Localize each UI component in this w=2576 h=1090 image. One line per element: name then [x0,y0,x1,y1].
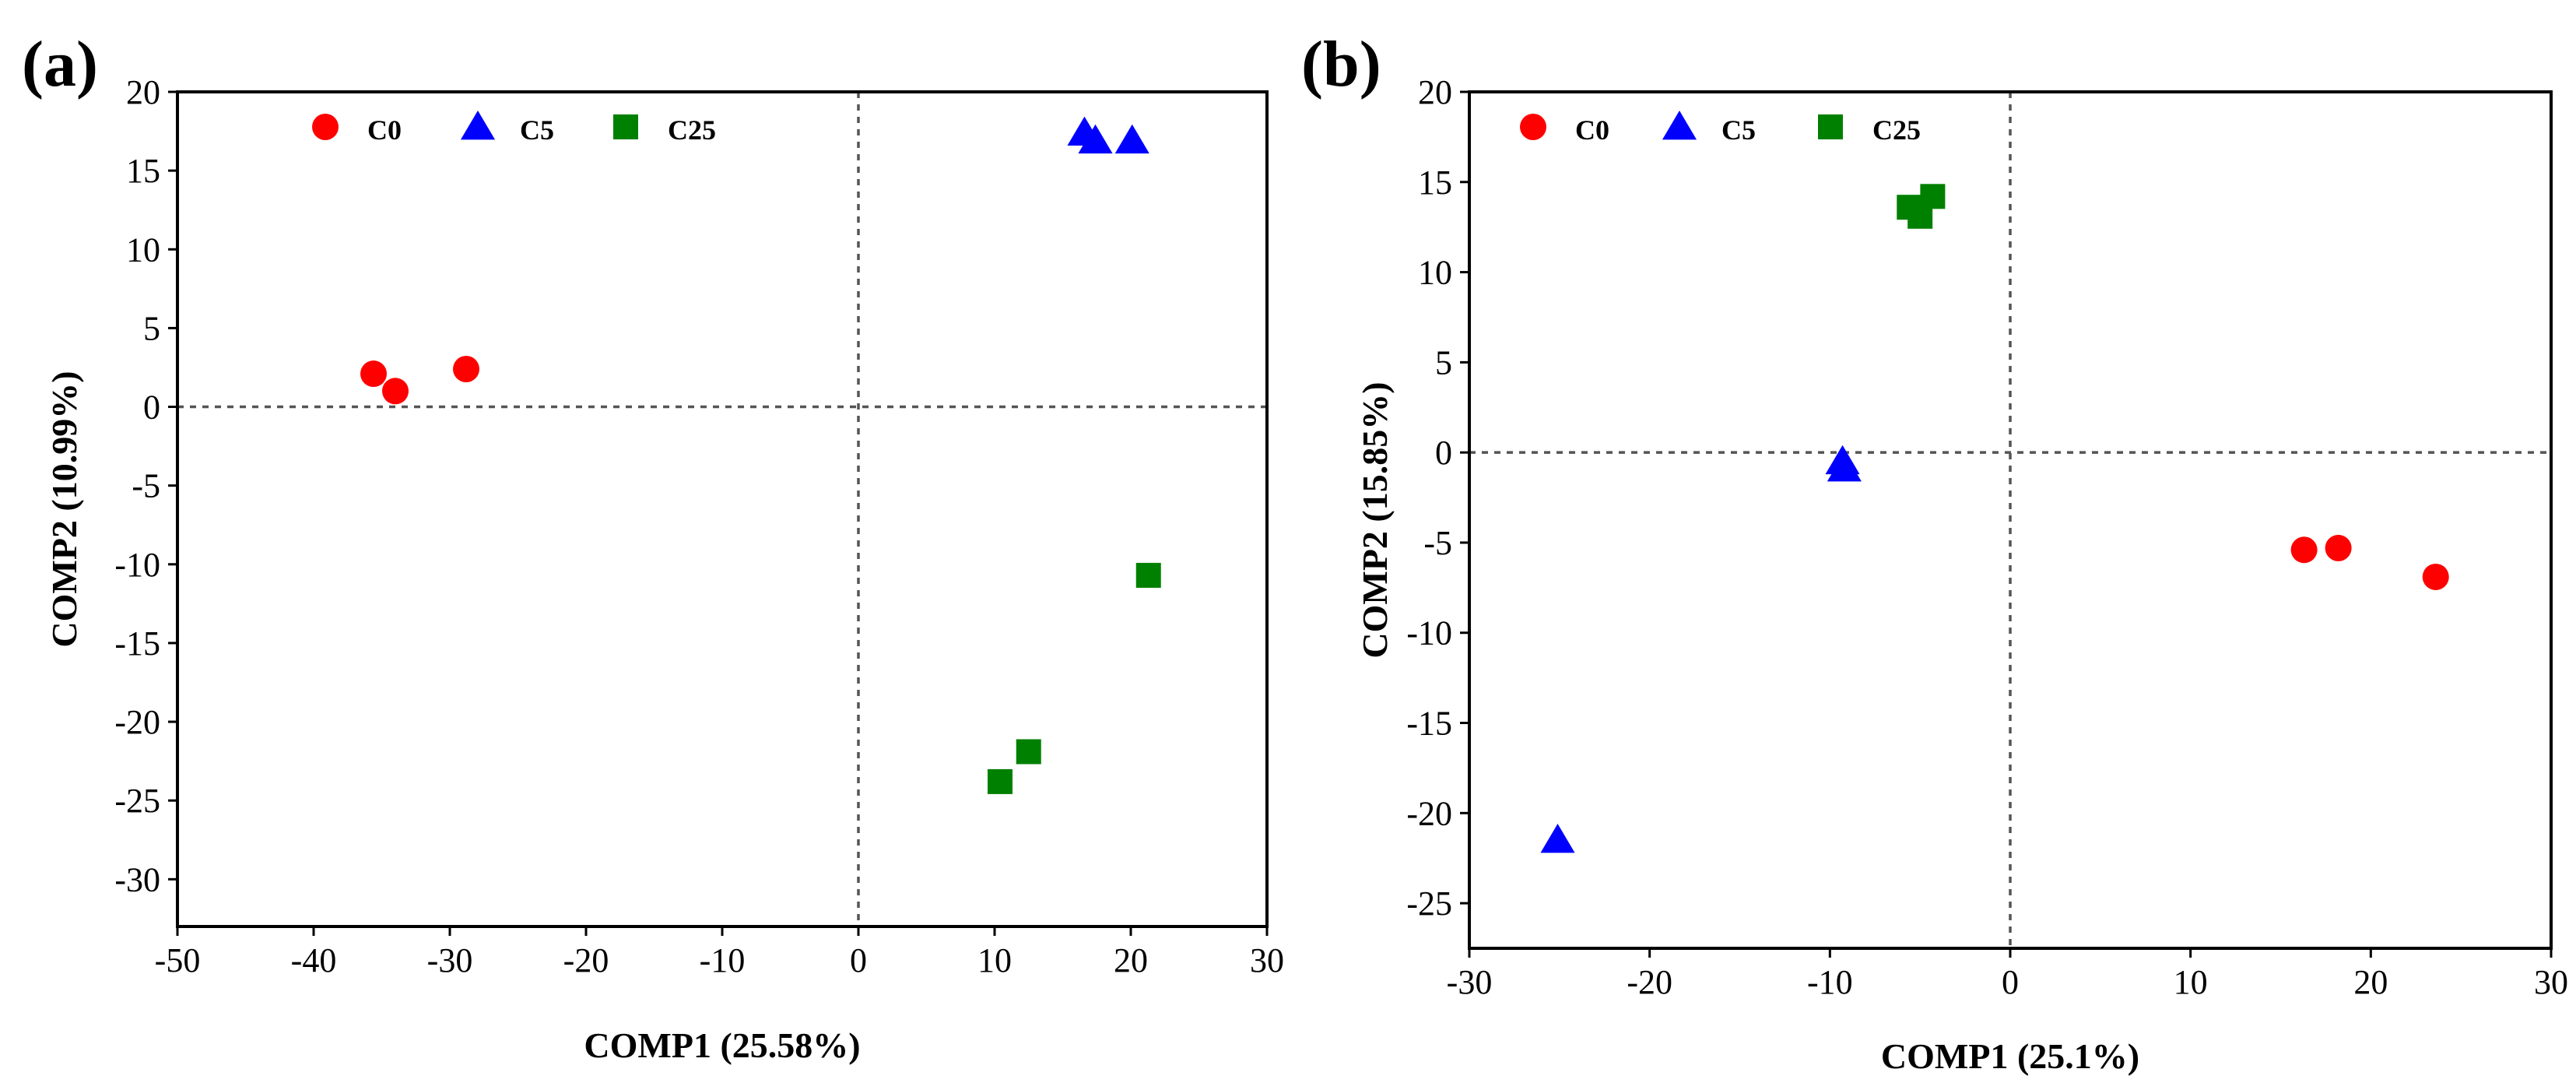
legend-label-c25: C25 [1872,114,1921,146]
plot-frame [176,90,1269,928]
y-tick-label: -10 [1406,614,1452,652]
legend-marker-c5 [460,111,496,140]
y-tick-label: 10 [126,230,160,269]
point-c5 [1540,824,1575,853]
x-tick-label: 10 [977,941,1012,979]
y-tick-label: -15 [114,624,160,663]
point-c25 [988,768,1013,794]
x-tick-label: -20 [1627,963,1672,1001]
y-tick-label: -15 [1406,705,1452,743]
point-c0 [2290,536,2318,564]
legend-label-c5: C5 [520,114,554,146]
x-tick-label: -10 [700,941,746,979]
legend-label-c0: C0 [367,114,402,146]
x-tick-label: -40 [291,941,337,979]
y-tick-label: 5 [143,309,160,347]
legend: C0 C5 C25 [312,111,716,146]
legend-label-c0: C0 [1575,114,1609,146]
x-tick-label: 30 [2534,963,2568,1001]
y-tick-label: -30 [114,860,160,898]
x-tick-label: -50 [155,941,201,979]
point-c0 [2325,534,2352,561]
legend-marker-c25 [613,114,638,139]
x-axis-title: COMP1 (25.1%) [1881,1036,2139,1076]
x-tick-label: 20 [2353,963,2388,1001]
point-c5 [1078,124,1113,154]
x-tick-label: 10 [2174,963,2208,1001]
y-tick-label: -25 [114,782,160,820]
legend-marker-c5 [1662,111,1697,140]
point-c0 [360,360,387,388]
y-tick-label: 15 [1418,164,1452,202]
y-tick-label: -20 [1406,794,1452,832]
y-axis-title: COMP2 (15.85%) [1355,382,1395,658]
y-tick-label: -5 [132,467,160,505]
y-tick-label: 0 [143,389,160,427]
x-tick-label: 0 [2002,963,2019,1001]
legend-marker-c0 [1520,114,1546,140]
plot-frame [1468,90,2553,950]
point-c0 [453,355,479,382]
x-axis-title: COMP1 (25.58%) [584,1025,860,1065]
point-c0 [382,378,409,405]
point-c5 [1827,452,1862,482]
point-c25 [1920,184,1946,209]
panel-label: (b) [1301,28,1381,100]
x-tick-label: 0 [850,941,867,979]
legend-marker-c25 [1818,114,1843,139]
x-tick-label: -20 [563,941,609,979]
point-c5 [1114,124,1149,154]
y-tick-label: 15 [126,152,160,190]
point-c25 [1135,562,1161,588]
point-c0 [2422,563,2449,590]
chart-panel: (a) -50 -40 -30 -20 -10 0 10 20 30 20 15 10 5 0 -5 -10 -1… [22,28,1284,1065]
y-tick-label: 20 [126,73,160,111]
panel-label: (a) [22,28,98,100]
legend-label-c25: C25 [668,114,716,146]
y-tick-label: -20 [114,703,160,741]
legend: C0 C5 C25 [1520,111,1921,146]
y-tick-label: 10 [1418,254,1452,292]
y-tick-label: 0 [1435,434,1452,472]
y-tick-label: 20 [1418,73,1452,111]
x-tick-label: 30 [1250,941,1284,979]
x-tick-label: -30 [1447,963,1493,1001]
x-tick-label: -30 [427,941,473,979]
y-tick-label: -5 [1423,524,1452,562]
y-tick-label: -25 [1406,884,1452,923]
point-c25 [1016,739,1041,765]
chart-panel: (b) -30 -20 -10 0 10 20 30 20 15 10 5 0 -5 -10 -15 -20 -2… [1301,28,2568,1076]
legend-marker-c0 [312,114,339,140]
y-tick-label: 5 [1435,343,1452,382]
y-axis-title: COMP2 (10.99%) [44,371,84,647]
x-tick-label: 20 [1114,941,1148,979]
x-tick-label: -10 [1807,963,1853,1001]
y-tick-label: -10 [114,546,160,584]
legend-label-c5: C5 [1721,114,1756,146]
